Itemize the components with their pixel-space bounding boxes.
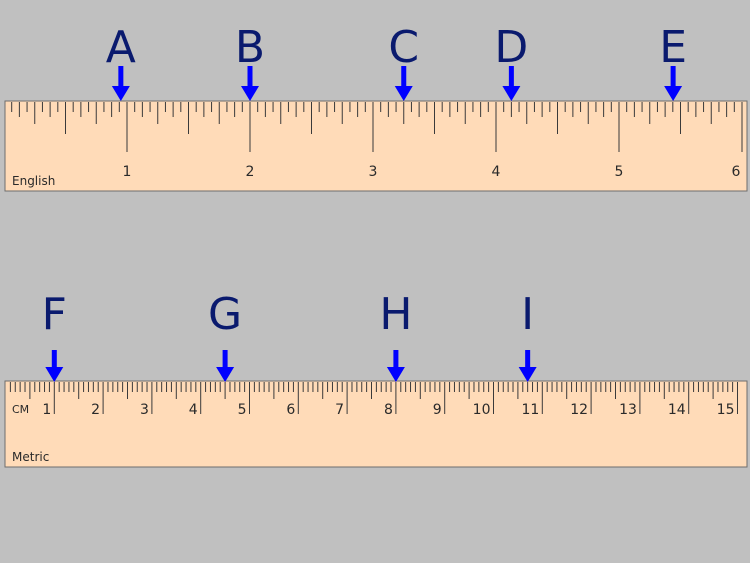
arrow-down-icon (386, 367, 405, 382)
metric-number: 10 (473, 402, 491, 418)
arrow-down-icon (45, 367, 64, 382)
arrow-shaft (51, 350, 57, 370)
arrow-down-icon (502, 86, 521, 101)
metric-number: 15 (717, 402, 735, 418)
marker-b: B (235, 22, 265, 101)
marker-h: H (379, 289, 412, 382)
metric-ruler-body (4, 380, 748, 468)
english-number: 1 (123, 164, 132, 180)
metric-ruler-label: Metric (12, 450, 49, 464)
metric-ruler-numbers: 1 2 3 4 5 6 7 8 9 10 11 12 13 14 15 (42, 402, 734, 418)
english-number: 4 (492, 164, 501, 180)
arrow-down-icon (241, 86, 259, 101)
english-number: 6 (732, 164, 741, 180)
arrow-shaft (401, 66, 407, 89)
marker-letter: A (106, 22, 136, 73)
marker-d: D (494, 22, 528, 101)
marker-i: I (518, 289, 537, 382)
english-ruler-label: English (12, 174, 55, 188)
metric-number: 12 (570, 402, 588, 418)
marker-letter: B (235, 22, 265, 73)
english-ruler-ticks (11, 102, 743, 152)
metric-number: 5 (238, 402, 247, 418)
arrow-down-icon (394, 86, 413, 101)
english-number: 5 (615, 164, 624, 180)
metric-number: 9 (433, 402, 442, 418)
marker-c: C (388, 22, 419, 101)
english-ruler-markers: A B C D E (106, 22, 687, 101)
english-number: 2 (246, 164, 255, 180)
marker-letter: E (659, 22, 687, 73)
arrow-shaft (508, 66, 514, 89)
metric-number: 7 (335, 402, 344, 418)
metric-number: 3 (140, 402, 149, 418)
arrow-shaft (525, 350, 531, 370)
arrow-down-icon (216, 367, 235, 382)
arrow-shaft (222, 350, 228, 370)
marker-letter: D (494, 22, 528, 73)
arrow-down-icon (518, 367, 537, 382)
english-number: 3 (369, 164, 378, 180)
marker-g: G (208, 289, 242, 382)
metric-number: 2 (91, 402, 100, 418)
marker-letter: H (379, 289, 412, 340)
metric-number: 1 (42, 402, 51, 418)
metric-number: 8 (384, 402, 393, 418)
arrow-shaft (393, 350, 399, 370)
metric-number: 14 (668, 402, 686, 418)
marker-f: F (42, 289, 67, 382)
english-ruler-body (4, 100, 748, 192)
metric-unit-label: CM (12, 403, 29, 416)
arrow-shaft (247, 66, 253, 89)
metric-number: 4 (189, 402, 198, 418)
arrow-down-icon (111, 86, 130, 101)
arrow-shaft (118, 66, 124, 89)
marker-letter: I (521, 289, 534, 340)
metric-number: 11 (521, 402, 539, 418)
metric-number: 6 (286, 402, 295, 418)
metric-number: 13 (619, 402, 637, 418)
marker-letter: F (42, 289, 67, 340)
english-ruler-numbers: 1 2 3 4 5 6 (123, 164, 741, 180)
arrow-down-icon (664, 86, 683, 101)
marker-letter: C (388, 22, 419, 73)
metric-ruler-ticks (9, 382, 738, 414)
metric-ruler-markers: F G H I (42, 289, 537, 382)
arrow-shaft (670, 66, 676, 89)
marker-a: A (106, 22, 136, 101)
english-ruler: 1 2 3 4 5 6 English A B C D E (4, 22, 748, 192)
marker-letter: G (208, 289, 242, 340)
marker-e: E (659, 22, 687, 101)
